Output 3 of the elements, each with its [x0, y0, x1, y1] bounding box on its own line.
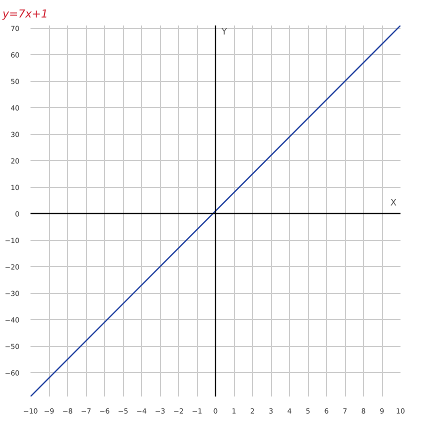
x-axis-title: X	[390, 198, 397, 209]
y-axis-title: Y	[220, 28, 228, 38]
chart-title: y=7x+1	[2, 8, 48, 20]
